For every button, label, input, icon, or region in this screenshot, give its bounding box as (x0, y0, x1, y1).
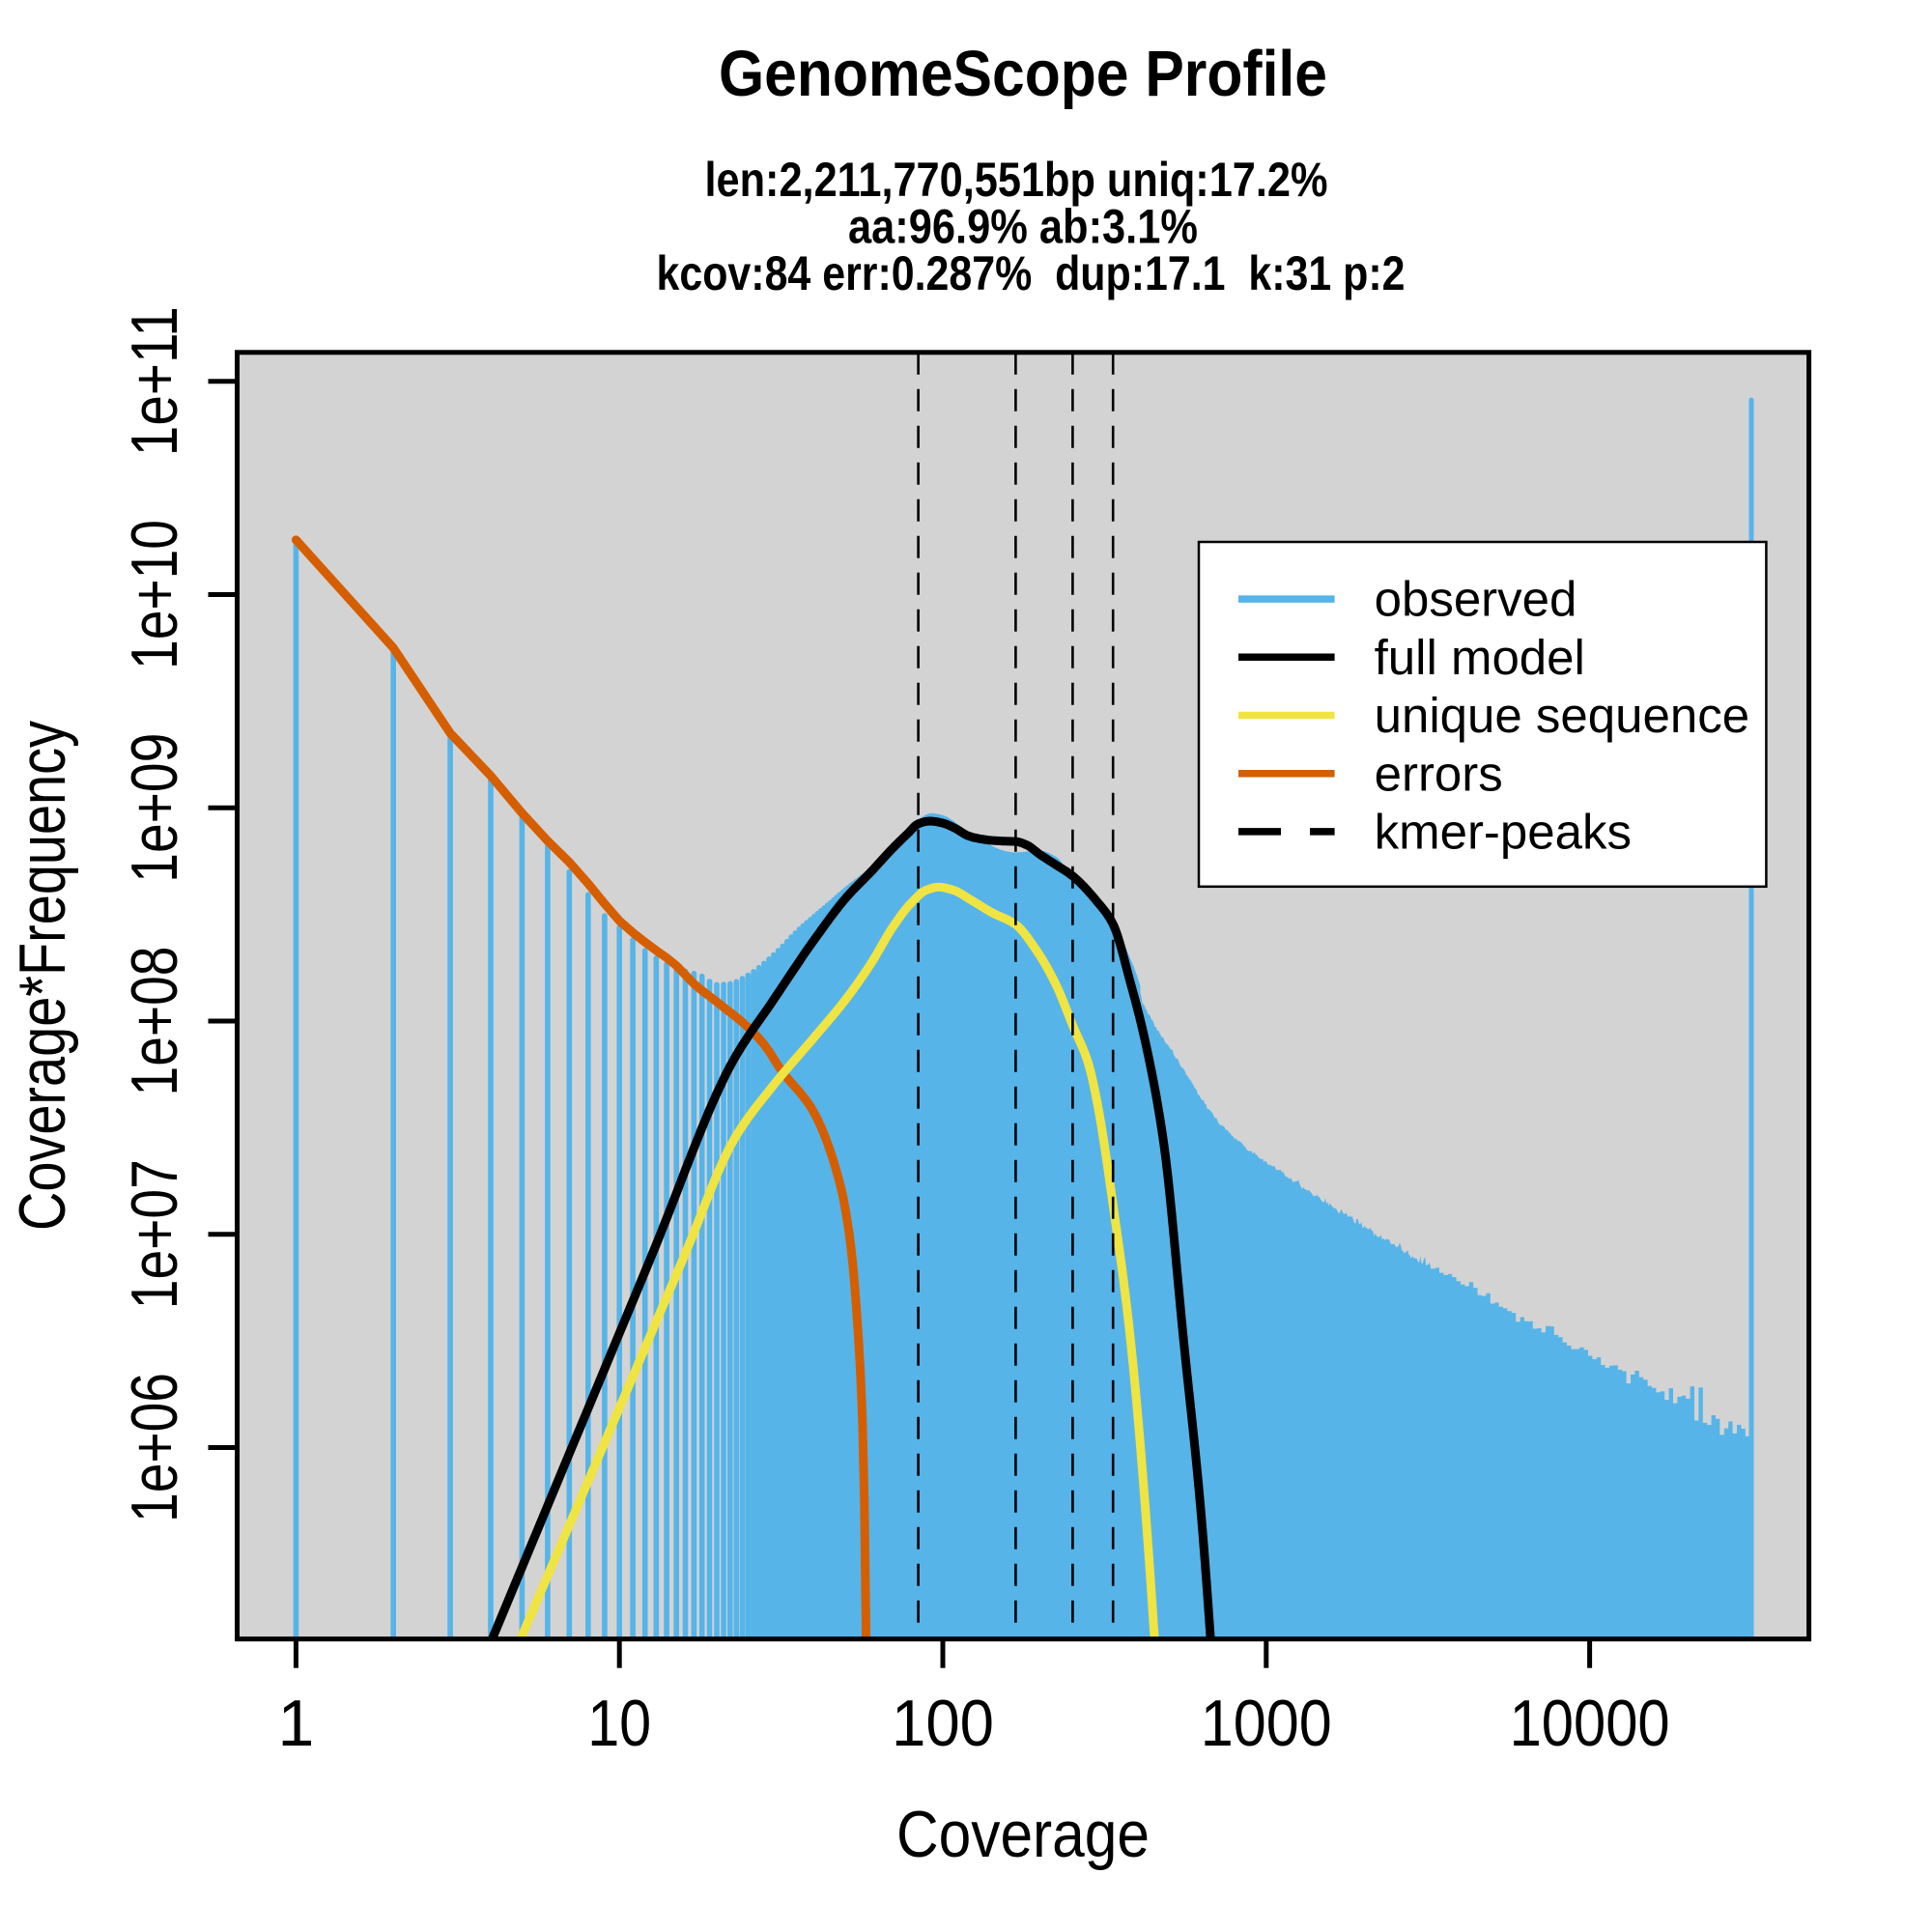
svg-text:10: 10 (587, 1687, 651, 1760)
svg-text:Coverage*Frequency: Coverage*Frequency (6, 721, 79, 1231)
svg-text:aa:96.9% ab:3.1%: aa:96.9% ab:3.1% (848, 199, 1198, 253)
svg-text:1e+11: 1e+11 (118, 306, 191, 456)
svg-text:kmer-peaks: kmer-peaks (1375, 805, 1632, 860)
svg-text:len:2,211,770,551bp uniq:17.2%: len:2,211,770,551bp uniq:17.2% (705, 153, 1328, 207)
svg-text:errors: errors (1375, 746, 1503, 801)
svg-text:1e+10: 1e+10 (118, 520, 191, 669)
svg-text:full model: full model (1375, 630, 1585, 685)
svg-text:100: 100 (892, 1687, 994, 1760)
svg-text:1e+06: 1e+06 (118, 1373, 191, 1522)
svg-text:Coverage: Coverage (896, 1798, 1150, 1871)
svg-text:1e+08: 1e+08 (118, 947, 191, 1096)
svg-text:10000: 10000 (1510, 1687, 1670, 1760)
svg-text:observed: observed (1375, 572, 1577, 627)
svg-text:unique sequence: unique sequence (1375, 688, 1750, 743)
svg-text:GenomeScope Profile: GenomeScope Profile (719, 38, 1327, 110)
svg-text:1000: 1000 (1201, 1687, 1332, 1760)
svg-text:kcov:84 err:0.287% dup:17.1: kcov:84 err:0.287% dup:17.1 k:31 p:2 (657, 246, 1406, 300)
svg-text:1e+07: 1e+07 (118, 1159, 191, 1309)
svg-text:1e+09: 1e+09 (118, 733, 191, 883)
svg-text:1: 1 (277, 1687, 314, 1760)
